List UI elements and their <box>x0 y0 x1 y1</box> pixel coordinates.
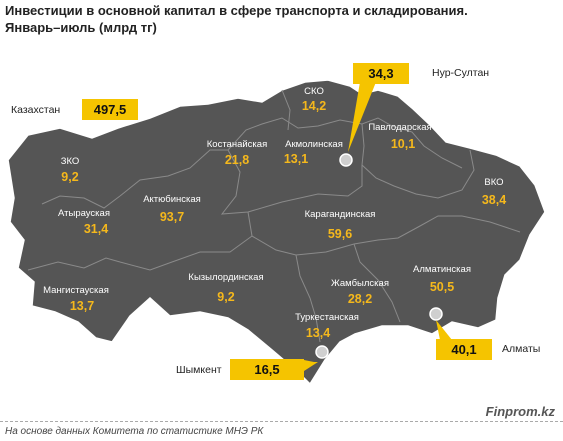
almaty-label: Алматы <box>502 343 541 355</box>
region-value-kostanay: 21,8 <box>225 153 249 167</box>
region-name-aktobe: Актюбинская <box>143 194 201 205</box>
region-value-akmola: 13,1 <box>284 152 308 166</box>
region-value-turkestan: 13,4 <box>306 326 330 340</box>
region-value-almaty-region: 50,5 <box>430 280 454 294</box>
shymkent-callout-pointer <box>304 360 318 371</box>
region-value-kyzylorda: 9,2 <box>217 290 234 304</box>
region-value-pavlodar: 10,1 <box>391 137 415 151</box>
region-value-mangystau: 13,7 <box>70 299 94 313</box>
nur-sultan-callout-pointer <box>348 82 376 152</box>
shymkent-marker <box>315 345 329 359</box>
almaty-callout-pointer <box>436 320 452 340</box>
total-label: Казахстан <box>11 104 61 116</box>
region-name-zko: ЗКО <box>61 156 80 167</box>
region-name-kyzylorda: Кызылординская <box>188 272 263 283</box>
region-name-zhambyl: Жамбылская <box>331 278 389 289</box>
region-value-karaganda: 59,6 <box>328 227 352 241</box>
country-shape <box>7 79 546 386</box>
chart-title: Инвестиции в основной капитал в сфере тр… <box>5 2 468 36</box>
region-value-sko: 14,2 <box>302 99 326 113</box>
region-value-zhambyl: 28,2 <box>348 292 372 306</box>
shymkent-label: Шымкент <box>176 364 222 376</box>
region-borders <box>27 89 521 343</box>
region-name-vko: ВКО <box>484 177 503 188</box>
region-name-sko: СКО <box>304 86 324 97</box>
region-name-kostanay: Костанайская <box>207 139 267 150</box>
region-value-zko: 9,2 <box>61 170 78 184</box>
nur-sultan-marker <box>339 153 353 167</box>
almaty-value-box: 40,1 <box>436 339 492 360</box>
title-line-2: Январь–июль (млрд тг) <box>5 20 157 35</box>
region-value-aktobe: 93,7 <box>160 210 184 224</box>
region-value-atyrau: 31,4 <box>84 222 108 236</box>
almaty-marker <box>429 307 443 321</box>
region-name-almaty-region: Алматинская <box>413 264 471 275</box>
region-name-akmola: Акмолинская <box>285 139 343 150</box>
title-line-1: Инвестиции в основной капитал в сфере тр… <box>5 3 468 18</box>
brand-logo: Finprom.kz <box>485 404 555 419</box>
region-name-atyrau: Атырауская <box>58 208 110 219</box>
nur-sultan-label: Нур-Султан <box>432 67 490 79</box>
region-name-turkestan: Туркестанская <box>295 312 359 323</box>
region-value-vko: 38,4 <box>482 193 506 207</box>
footer-divider <box>0 421 563 422</box>
nur-sultan-value-box: 34,3 <box>353 63 409 84</box>
region-name-mangystau: Мангистауская <box>43 285 109 296</box>
source-note: На основе данных Комитета по статистике … <box>5 426 264 437</box>
shymkent-value-box: 16,5 <box>230 359 304 380</box>
total-value-box: 497,5 <box>82 99 138 120</box>
region-name-karaganda: Карагандинская <box>305 209 376 220</box>
region-name-pavlodar: Павлодарская <box>368 122 431 133</box>
